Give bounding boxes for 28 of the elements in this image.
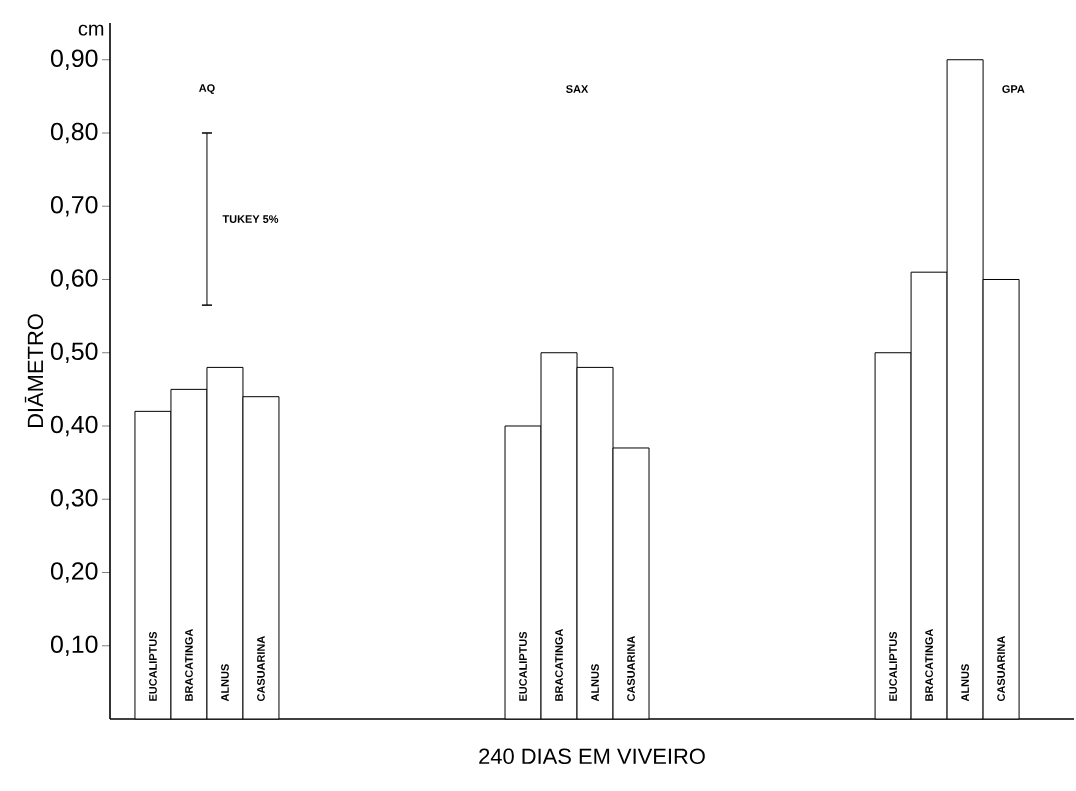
y-tick-label: 0,10	[50, 635, 98, 657]
text: EUCALIPTUS	[519, 631, 527, 701]
y-tick-label: 0,70	[50, 195, 98, 217]
text: BRACATINGA	[925, 628, 933, 701]
text: ALNUS	[961, 664, 969, 702]
y-tick-label: 0,20	[50, 562, 98, 583]
text: EUCALIPTUS	[889, 631, 897, 701]
x-tick-label: AQ	[199, 84, 215, 94]
x-axis-title: 240 DIAS EM VIVEIRO	[479, 748, 705, 765]
y-axis-title: DIĀMETRO	[24, 314, 44, 428]
y-tick-label: 0,50	[50, 342, 98, 364]
text: ALNUS	[591, 664, 599, 702]
y-tick-label: 0,90	[50, 49, 98, 71]
text: CASUARINA	[997, 636, 1005, 702]
y-tick-label: 0,40	[50, 415, 98, 437]
text: BRACATINGA	[555, 628, 563, 701]
y-tick-label: 0,80	[50, 122, 98, 144]
y-tick-label: 0,60	[50, 269, 98, 290]
series-label: EUCALIPTUS	[149, 631, 157, 701]
text: cm	[78, 24, 104, 36]
series-label: TUKEY 5%	[222, 215, 279, 223]
series-label: BRACATINGA	[185, 628, 193, 701]
text: CASUARINA	[627, 636, 635, 702]
x-tick-label: GPA	[1002, 85, 1025, 93]
y-tick-label: 0,30	[50, 488, 98, 510]
x-tick-label: SAX	[566, 85, 589, 93]
series-label: CASUARINA	[257, 636, 265, 702]
series-label: ALNUS	[221, 664, 229, 702]
